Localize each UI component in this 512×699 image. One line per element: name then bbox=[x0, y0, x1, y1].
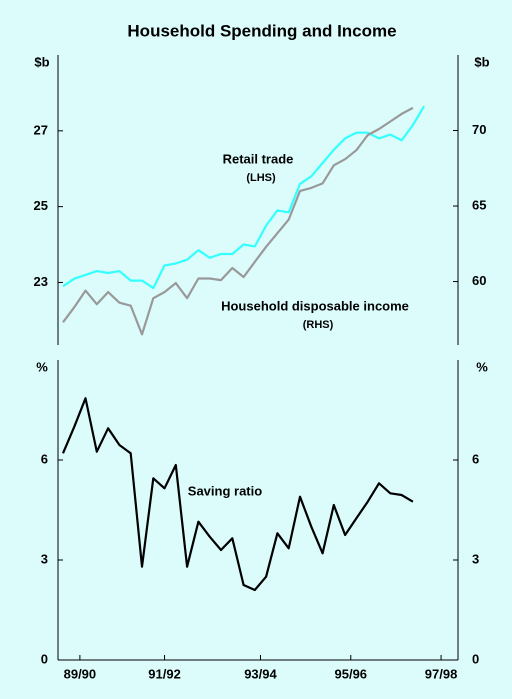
series-line bbox=[61, 397, 414, 592]
y2-tick-label: 6 bbox=[472, 451, 479, 466]
series-line bbox=[62, 105, 426, 290]
y2-tick-label: 60 bbox=[472, 273, 486, 288]
series-note: (LHS) bbox=[246, 172, 276, 184]
y2-axis-label: % bbox=[476, 359, 488, 374]
series-label: Household disposable income bbox=[221, 298, 409, 313]
series-label: Saving ratio bbox=[188, 483, 262, 498]
y-axis-label: $b bbox=[34, 54, 49, 69]
y2-tick-label: 70 bbox=[472, 122, 486, 137]
x-tick-label: 93/94 bbox=[244, 666, 277, 681]
x-tick-label: 91/92 bbox=[148, 666, 181, 681]
x-tick-label: 97/98 bbox=[425, 666, 458, 681]
y-tick-label: 23 bbox=[34, 274, 48, 289]
y2-axis-label: $b bbox=[474, 54, 489, 69]
y-tick-label: 25 bbox=[34, 198, 48, 213]
y-tick-label: 0 bbox=[41, 651, 48, 666]
y-tick-label: 3 bbox=[41, 551, 48, 566]
y2-tick-label: 65 bbox=[472, 197, 486, 212]
series-note: (RHS) bbox=[303, 319, 334, 331]
y2-tick-label: 3 bbox=[472, 551, 479, 566]
y2-tick-label: 0 bbox=[472, 651, 479, 666]
x-tick-label: 95/96 bbox=[335, 666, 368, 681]
series-label: Retail trade bbox=[223, 151, 294, 166]
y-tick-label: 27 bbox=[34, 122, 48, 137]
chart-title: Household Spending and Income bbox=[127, 21, 396, 40]
series-line bbox=[62, 106, 414, 336]
y-axis-label: % bbox=[36, 359, 48, 374]
x-tick-label: 89/90 bbox=[64, 666, 97, 681]
y-tick-label: 6 bbox=[41, 451, 48, 466]
